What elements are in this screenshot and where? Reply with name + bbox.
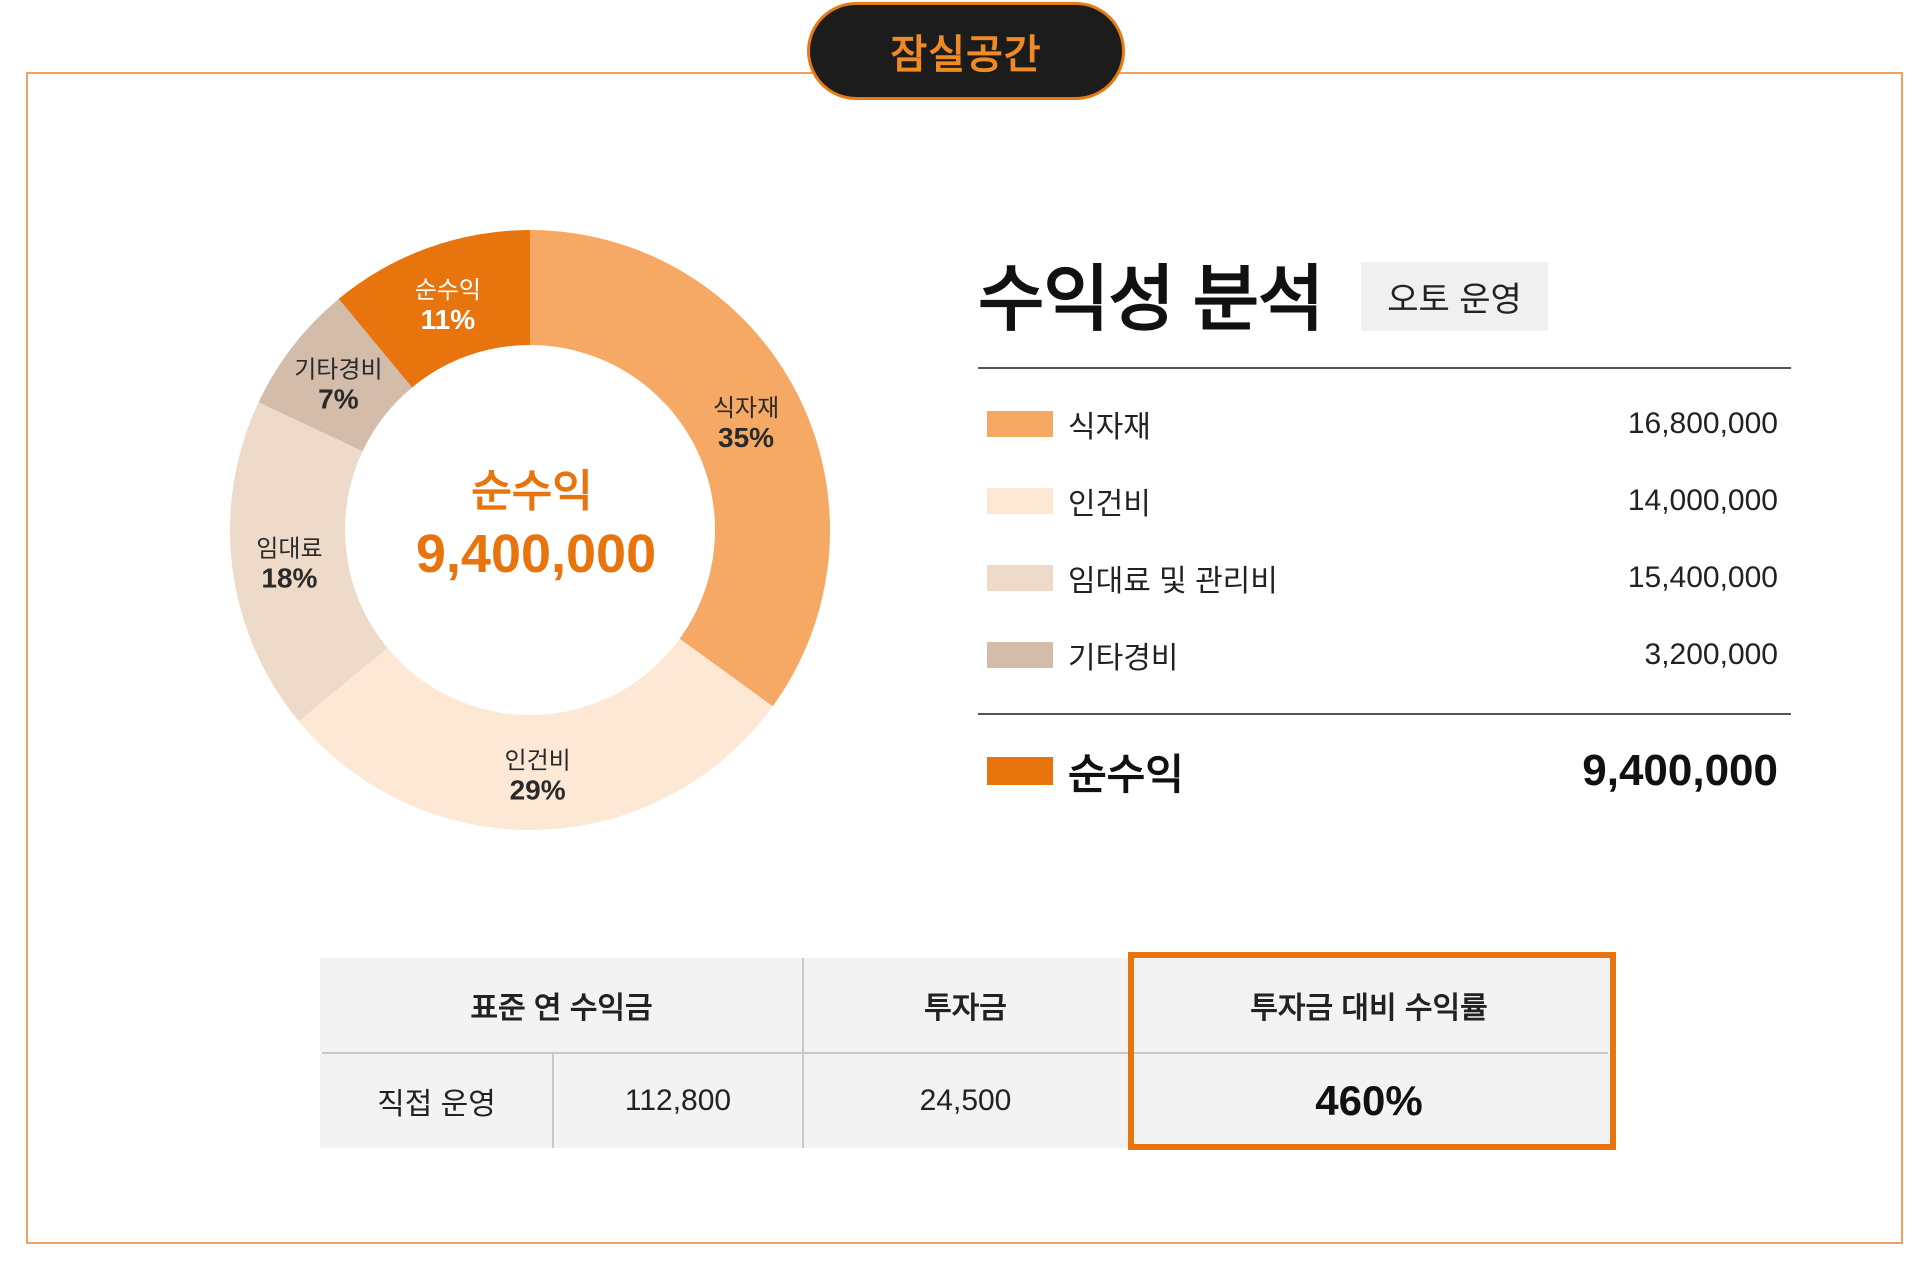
legend-label: 기타경비: [1068, 641, 1179, 675]
slice-percent: 35%: [718, 422, 774, 453]
legend-swatch: [987, 641, 1053, 668]
slice-label: 기타경비: [294, 356, 382, 383]
analysis-header: 수익성 분석 오토 운영: [978, 240, 1548, 345]
legend-item-ingredients: 식자재 16,800,000: [978, 385, 1778, 462]
slice-percent: 29%: [510, 774, 566, 805]
slice-label: 임대료: [256, 535, 322, 562]
donut-slice: [298, 638, 773, 830]
location-badge: 잠실공간: [807, 2, 1125, 100]
net-profit-row: 순수익 9,400,000: [978, 738, 1778, 804]
roi-table: 표준 연 수익금 투자금 투자금 대비 수익률 직접 운영 112,800 24…: [320, 952, 1616, 1150]
legend-swatch: [987, 487, 1053, 514]
row-investment: 24,500: [803, 1054, 1128, 1148]
donut-slice: [230, 402, 388, 722]
legend-value: 15,400,000: [1627, 560, 1778, 594]
slice-percent: 11%: [421, 304, 476, 335]
legend-item-other: 기타경비 3,200,000: [978, 616, 1778, 693]
legend-value: 16,800,000: [1627, 406, 1778, 440]
analysis-title: 수익성 분석: [978, 260, 1324, 340]
slice-label: 순수익: [415, 277, 481, 304]
slice-label: 인건비: [504, 747, 570, 774]
operation-tag: 오토 운영: [1361, 262, 1548, 331]
slice-label: 식자재: [713, 395, 779, 422]
donut-chart: 식자재35%인건비29%임대료18%기타경비7%순수익11%순수익9,400,0…: [230, 230, 830, 830]
legend-label: 인건비: [1068, 487, 1151, 521]
cost-legend: 식자재 16,800,000 인건비 14,000,000 임대료 및 관리비 …: [978, 385, 1778, 693]
row-annual-revenue: 112,800: [553, 1054, 803, 1148]
roi-highlight-box: [1128, 952, 1616, 1150]
legend-swatch: [987, 564, 1053, 591]
donut-slice: [338, 230, 530, 388]
center-value: 9,400,000: [416, 524, 656, 584]
table-divider: [322, 1052, 1608, 1054]
donut-slice: [530, 230, 830, 707]
row-roi: 460%: [1128, 1054, 1610, 1148]
legend-label: 식자재: [1068, 410, 1151, 444]
legend-label: 임대료 및 관리비: [1068, 564, 1278, 598]
donut-slice: [258, 298, 413, 452]
legend-value: 14,000,000: [1627, 483, 1778, 517]
header-investment: 투자금: [803, 958, 1128, 1052]
legend-swatch: [987, 410, 1053, 437]
slice-percent: 7%: [318, 383, 359, 414]
roi-value: 460%: [1315, 1077, 1423, 1124]
row-operation-mode: 직접 운영: [320, 1054, 553, 1148]
net-profit-swatch: [987, 757, 1053, 785]
slice-percent: 18%: [261, 562, 317, 593]
top-divider: [978, 367, 1791, 369]
center-label: 순수익: [471, 467, 592, 516]
legend-item-labor: 인건비 14,000,000: [978, 462, 1778, 539]
net-profit-value: 9,400,000: [1582, 746, 1778, 795]
legend-item-rent: 임대료 및 관리비 15,400,000: [978, 539, 1778, 616]
legend-value: 3,200,000: [1644, 637, 1778, 671]
bottom-divider: [978, 713, 1791, 715]
header-roi: 투자금 대비 수익률: [1128, 958, 1610, 1052]
net-profit-label: 순수익: [1068, 750, 1184, 798]
table-divider: [802, 958, 804, 1148]
header-annual-revenue: 표준 연 수익금: [320, 958, 803, 1052]
table-divider: [552, 1054, 554, 1148]
